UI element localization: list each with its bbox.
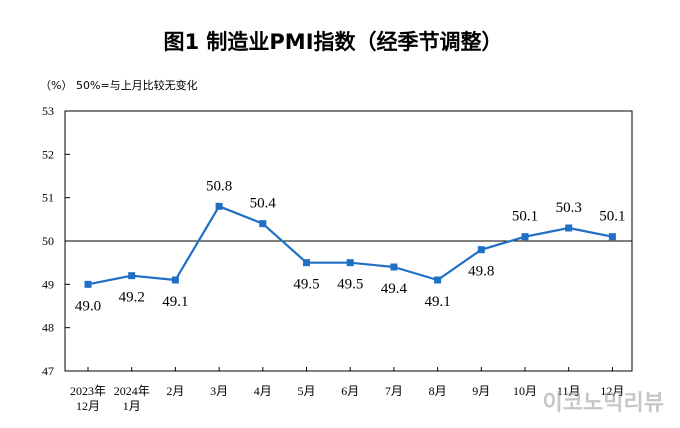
data-label: 49.5 [293,277,319,293]
watermark: 이코노믹리뷰 [543,391,664,416]
data-label: 50.8 [206,178,232,194]
data-labels: 49.0 49.2 49.1 50.8 50.4 49.5 49.5 49.4 49.1 49.8… [75,178,626,314]
data-label: 50.1 [599,209,625,225]
data-point-marker [171,276,179,284]
data-label: 49.1 [162,294,188,310]
y-tick-label: 51 [42,191,54,205]
y-axis-unit: （%） [40,79,72,92]
x-tick-label: 7月 [385,384,403,398]
chart-title: 图1 制造业PMI指数（经季节调整） [163,30,502,54]
x-tick-label: 6月 [341,384,359,398]
y-axis: 47 48 49 50 51 52 53 [42,104,70,378]
x-tick-label: 8月 [429,384,447,398]
data-point-marker [565,224,573,232]
data-point-marker [608,233,616,241]
y-tick-label: 47 [42,364,54,378]
data-label: 49.0 [75,298,101,314]
data-label: 49.5 [337,277,363,293]
y-tick-label: 50 [42,234,54,248]
series-group [84,202,616,288]
data-point-marker [390,263,398,271]
y-tick-label: 49 [42,277,54,291]
x-tick-label: 2023年 12月 [70,384,106,413]
x-tick-label: 11月 [557,384,581,398]
data-label: 50.4 [250,196,277,212]
data-point-marker [259,220,267,228]
data-point-marker [303,259,310,267]
y-tick-label: 48 [42,321,54,335]
data-point-marker [215,202,223,210]
y-tick-label: 52 [42,147,54,161]
chart-note: 50%=与上月比较无变化 [76,78,198,92]
x-tick-label: 10月 [513,384,537,398]
x-tick-label: 9月 [472,384,490,398]
x-tick-label: 3月 [210,384,228,398]
data-point-marker [346,259,354,267]
data-point-marker [128,272,136,280]
data-point-marker [477,246,485,254]
data-point-marker [434,276,442,284]
data-label: 49.1 [424,294,450,310]
x-axis: 2023年 12月 2024年 1月 2月 3月 4月 5月 6月 7月 8月 9月 10月 11月 12月 [70,367,624,413]
x-tick-label: 5月 [297,384,315,398]
x-tick-label: 4月 [254,384,272,398]
data-label: 49.4 [381,281,408,297]
y-tick-label: 53 [42,104,54,118]
x-tick-label: 2024年 1月 [114,384,150,413]
data-label: 50.3 [556,200,582,216]
x-tick-label: 12月 [600,384,624,398]
data-point-marker [84,280,92,288]
data-label: 49.8 [468,264,494,280]
data-label: 50.1 [512,209,538,225]
x-tick-label: 2月 [166,384,184,398]
data-label: 49.2 [119,290,145,306]
data-point-marker [521,233,529,241]
